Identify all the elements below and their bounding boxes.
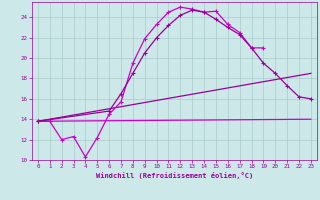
X-axis label: Windchill (Refroidissement éolien,°C): Windchill (Refroidissement éolien,°C) [96, 172, 253, 179]
